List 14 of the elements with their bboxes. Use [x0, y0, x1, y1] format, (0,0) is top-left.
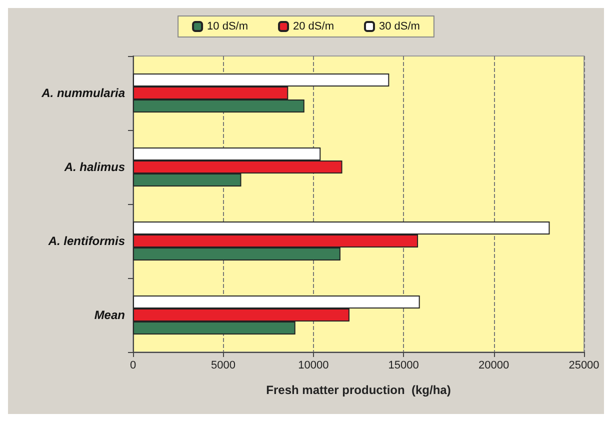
legend-label: 10 dS/m — [207, 20, 248, 32]
x-tick-label: 10000 — [298, 360, 329, 372]
x-tick-label: 0 — [130, 360, 136, 372]
x-axis-title: Fresh matter production (kg/ha) — [266, 383, 451, 397]
x-tick-label: 15000 — [388, 360, 419, 372]
x-tick-label: 25000 — [568, 360, 600, 372]
x-tick-label: 20000 — [478, 360, 510, 372]
y-tick-label: A. halimus — [63, 160, 126, 174]
y-tick-label: A. lentiformis — [47, 234, 126, 248]
y-tick-label: A. nummularia — [40, 86, 126, 100]
x-tick-label: 5000 — [210, 360, 236, 372]
legend-label: 20 dS/m — [293, 20, 334, 32]
y-tick-label: Mean — [94, 308, 125, 322]
legend-label: 30 dS/m — [378, 20, 420, 32]
